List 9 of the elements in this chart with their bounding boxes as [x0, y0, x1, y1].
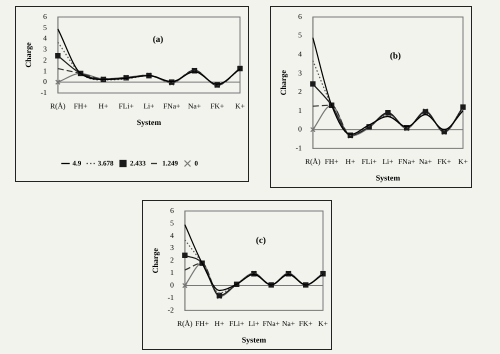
y-axis-title: Charge	[24, 42, 33, 68]
x-axis-title: System	[136, 118, 162, 127]
annotation: (a)	[152, 34, 164, 44]
x-axis-title: System	[242, 335, 266, 344]
annotation: (c)	[256, 235, 266, 246]
annotation: (b)	[390, 50, 401, 61]
x-axis-title: System	[376, 173, 400, 182]
y-axis-title: Charge	[150, 248, 160, 274]
y-axis-title: Charge	[278, 70, 288, 96]
